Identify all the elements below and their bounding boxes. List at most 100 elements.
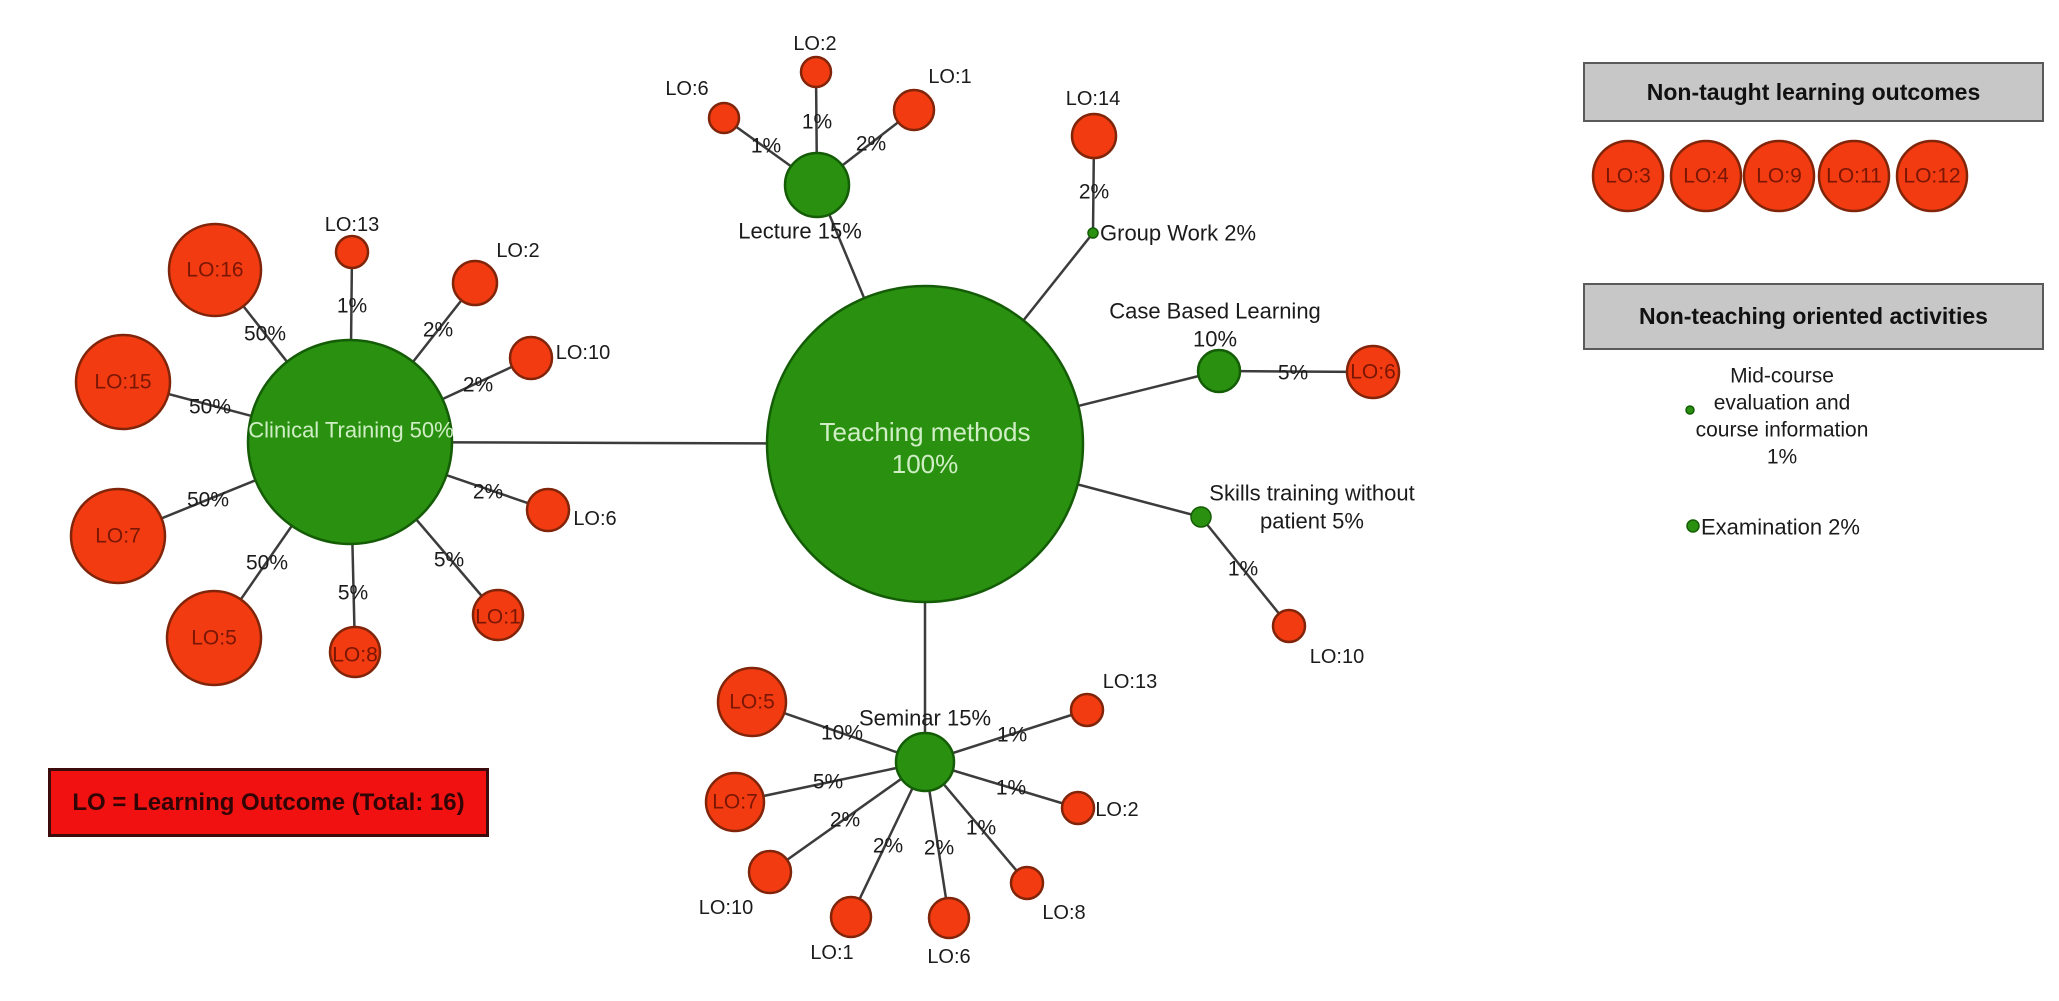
node-lg4-label: LO:4 xyxy=(1683,165,1729,188)
node-c1-label: LO:1 xyxy=(475,606,521,629)
node-lg9-circle xyxy=(1742,139,1816,213)
node-se13-circle xyxy=(1069,692,1105,728)
node-g14-label: LO:14 xyxy=(1066,88,1120,110)
node-se2-circle xyxy=(1060,790,1096,826)
edge-label-clinical-c13: 1% xyxy=(337,295,367,318)
edge-label-clinical-c1: 5% xyxy=(434,549,464,572)
node-c10-label: LO:10 xyxy=(556,342,610,364)
node-lg3-circle xyxy=(1591,139,1665,213)
node-se6-label: LO:6 xyxy=(927,946,970,968)
node-c16-circle xyxy=(167,222,263,318)
node-se8-circle xyxy=(1009,865,1045,901)
node-lg4-circle xyxy=(1669,139,1743,213)
node-exam-label: Examination 2% xyxy=(1701,515,1860,540)
node-lecture-label: Lecture 15% xyxy=(738,219,862,244)
edge-label-seminar-se7: 5% xyxy=(813,771,843,794)
edge-seminar-se7 xyxy=(734,760,926,804)
node-teaching-label: Teaching methods xyxy=(819,417,1030,447)
node-c5-circle xyxy=(165,589,263,687)
node-se13-label: LO:13 xyxy=(1103,671,1157,693)
node-cb6-circle xyxy=(1345,344,1401,400)
edge-label-cbl-cb6: 5% xyxy=(1278,362,1308,385)
edge-skills-s10 xyxy=(1200,516,1290,627)
node-c2-circle xyxy=(451,259,499,307)
edge-label-lecture-l2: 1% xyxy=(802,111,832,134)
node-g14-circle xyxy=(1070,112,1118,160)
node-skills-label-1: patient 5% xyxy=(1260,509,1364,534)
node-cbl-label-1: 10% xyxy=(1193,327,1237,352)
edge-label-seminar-se2: 1% xyxy=(996,777,1026,800)
node-lg11-label: LO:11 xyxy=(1826,165,1882,188)
node-lg11-circle xyxy=(1817,139,1891,213)
edge-label-skills-s10: 1% xyxy=(1228,558,1258,581)
node-midcourse-circle xyxy=(1685,405,1695,415)
node-exam-circle xyxy=(1686,519,1700,533)
edge-label-lecture-l1: 2% xyxy=(856,133,886,156)
node-c6-label: LO:6 xyxy=(573,508,616,530)
node-cb6-label: LO:6 xyxy=(1350,361,1396,384)
node-l1-label: LO:1 xyxy=(928,66,971,88)
node-c2-label: LO:2 xyxy=(496,240,539,262)
node-se1-circle xyxy=(829,895,873,939)
node-lg3-label: LO:3 xyxy=(1605,165,1651,188)
edge-label-clinical-c15: 50% xyxy=(189,396,231,419)
node-c13-circle xyxy=(334,234,370,270)
node-skills-circle xyxy=(1190,506,1212,528)
edge-label-clinical-c5: 50% xyxy=(246,552,288,575)
node-se7-circle xyxy=(704,771,766,833)
node-s10-label: LO:10 xyxy=(1310,646,1364,668)
node-teaching-label-1: 100% xyxy=(892,449,959,479)
edge-seminar-se10 xyxy=(769,760,926,874)
node-se10-circle xyxy=(747,849,793,895)
node-seminar-label: Seminar 15% xyxy=(859,706,991,731)
node-groupwork-circle xyxy=(1087,227,1099,239)
node-c8-circle xyxy=(328,625,382,679)
edge-label-clinical-c8: 5% xyxy=(338,582,368,605)
edge-label-clinical-c7: 50% xyxy=(187,489,229,512)
node-seminar-circle xyxy=(894,731,956,793)
node-c7-circle xyxy=(69,487,167,585)
node-se1-label: LO:1 xyxy=(810,942,853,964)
node-c8-label: LO:8 xyxy=(332,644,378,667)
lo-abbreviation-note: LO = Learning Outcome (Total: 16) xyxy=(72,788,465,816)
node-midcourse-label-1: evaluation and xyxy=(1714,392,1851,415)
edge-label-seminar-se8: 1% xyxy=(966,817,996,840)
node-se2-label: LO:2 xyxy=(1095,799,1138,821)
node-lg9-label: LO:9 xyxy=(1756,165,1802,188)
node-c7-label: LO:7 xyxy=(95,525,141,548)
node-clinical-circle xyxy=(246,338,454,546)
edge-label-seminar-se6: 2% xyxy=(924,837,954,860)
edge-label-clinical-c10: 2% xyxy=(463,374,493,397)
node-se5-circle xyxy=(716,666,788,738)
node-teaching-circle xyxy=(765,284,1085,604)
node-lecture-circle xyxy=(783,151,851,219)
node-cbl-label: Case Based Learning xyxy=(1109,299,1321,324)
legend-non-teaching-header: Non-teaching oriented activities xyxy=(1583,283,2044,350)
legend-non-teaching-title: Non-teaching oriented activities xyxy=(1639,303,1988,329)
node-cbl-circle xyxy=(1196,348,1242,394)
edge-label-clinical-c16: 50% xyxy=(244,323,286,346)
node-c6-circle xyxy=(525,487,571,533)
edge-label-groupwork-g14: 2% xyxy=(1079,181,1109,204)
edge-label-seminar-se5: 10% xyxy=(821,722,863,745)
node-lg12-label: LO:12 xyxy=(1903,165,1960,188)
node-c1-circle xyxy=(471,588,525,642)
edge-label-lecture-l6: 1% xyxy=(751,135,781,158)
node-c10-circle xyxy=(508,335,554,381)
node-c15-circle xyxy=(74,333,172,431)
node-lg12-circle xyxy=(1895,139,1969,213)
node-midcourse-label: Mid-course xyxy=(1730,365,1834,388)
node-se8-label: LO:8 xyxy=(1042,902,1085,924)
edge-label-seminar-se10: 2% xyxy=(830,809,860,832)
node-l6-label: LO:6 xyxy=(665,78,708,100)
edge-label-seminar-se13: 1% xyxy=(997,724,1027,747)
node-l2-label: LO:2 xyxy=(793,33,836,55)
lo-abbreviation-note-box: LO = Learning Outcome (Total: 16) xyxy=(48,768,489,837)
node-l2-circle xyxy=(799,55,833,89)
edge-label-clinical-c2: 2% xyxy=(423,319,453,342)
legend-non-taught-title: Non-taught learning outcomes xyxy=(1646,78,1981,105)
node-groupwork-label: Group Work 2% xyxy=(1100,221,1256,246)
edge-label-seminar-se1: 2% xyxy=(873,835,903,858)
